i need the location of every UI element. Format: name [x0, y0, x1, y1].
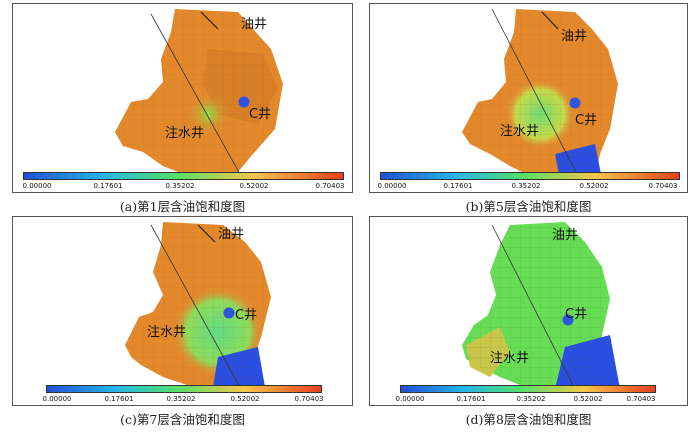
- caption-b: (b)第5层含油饱和度图: [465, 199, 592, 214]
- colorbar-tick-b-4: 0.70403: [648, 182, 678, 190]
- injection-well-label-d: 注水井: [490, 351, 530, 366]
- oil-well-label-a: 油井: [241, 17, 268, 32]
- colorbar-tick-d-2: 0.35202: [516, 395, 546, 403]
- oil-well-label-d: 油井: [552, 228, 579, 243]
- colorbar-c: [46, 385, 322, 393]
- colorbar-b: [380, 172, 680, 180]
- map-frame-b: 油井 C井 注水井 0.00000 0.17601 0.35202 0.5200…: [369, 3, 688, 193]
- c-well-label-d: C井: [565, 307, 588, 322]
- colorbar-tick-b-0: 0.00000: [377, 182, 407, 190]
- colorbar-tick-d-4: 0.70403: [626, 395, 656, 403]
- injection-well-label-c: 注水井: [147, 325, 187, 340]
- injection-well-label-b: 注水井: [500, 124, 540, 139]
- colorbar-d: [400, 385, 656, 393]
- colorbar-tick-b-1: 0.17601: [443, 182, 473, 190]
- colorbar-tick-d-3: 0.52002: [573, 395, 603, 403]
- c-well-label-a: C井: [249, 107, 272, 122]
- caption-c: (c)第7层含油饱和度图: [120, 412, 245, 427]
- c-well-marker-c: [223, 307, 235, 319]
- saturation-map-a: [115, 9, 283, 177]
- saturation-map-c: [125, 222, 271, 390]
- colorbar-tick-a-4: 0.70403: [315, 182, 345, 190]
- colorbar-tick-c-3: 0.52002: [230, 395, 260, 403]
- colorbar-tick-b-3: 0.52002: [579, 182, 609, 190]
- caption-d: (d)第8层含油饱和度图: [465, 412, 592, 427]
- map-frame-d: 油井 C井 注水井 0.00000 0.17601 0.35202 0.5200…: [369, 216, 688, 406]
- c-well-label-b: C井: [575, 113, 598, 128]
- injection-well-label-a: 注水井: [165, 126, 205, 141]
- oil-well-label-c: 油井: [218, 227, 245, 242]
- oil-well-label-b: 油井: [561, 29, 588, 44]
- colorbar-tick-a-2: 0.35202: [165, 182, 195, 190]
- colorbar-tick-a-1: 0.17601: [93, 182, 123, 190]
- colorbar-tick-a-0: 0.00000: [22, 182, 52, 190]
- colorbar-tick-c-2: 0.35202: [166, 395, 196, 403]
- colorbar-tick-d-0: 0.00000: [395, 395, 425, 403]
- colorbar-tick-d-1: 0.17601: [456, 395, 486, 403]
- c-well-marker-b: [569, 97, 581, 109]
- c-well-label-c: C井: [235, 308, 258, 323]
- colorbar-a: [23, 172, 344, 180]
- colorbar-tick-c-1: 0.17601: [104, 395, 134, 403]
- map-frame-a: 油井 C井 注水井 0.00000 0.17601 0.35202 0.5200…: [12, 3, 353, 193]
- colorbar-tick-c-4: 0.70403: [294, 395, 324, 403]
- map-frame-c: 油井 C井 注水井 0.00000 0.17601 0.35202 0.5200…: [12, 216, 353, 406]
- saturation-map-d: [462, 222, 620, 390]
- colorbar-tick-a-3: 0.52002: [239, 182, 269, 190]
- c-well-marker-a: [238, 96, 250, 108]
- c-well-marker-d: [562, 314, 574, 326]
- colorbar-tick-b-2: 0.35202: [511, 182, 541, 190]
- colorbar-tick-c-0: 0.00000: [42, 395, 72, 403]
- caption-a: (a)第1层含油饱和度图: [119, 199, 246, 214]
- saturation-map-b: [462, 8, 618, 180]
